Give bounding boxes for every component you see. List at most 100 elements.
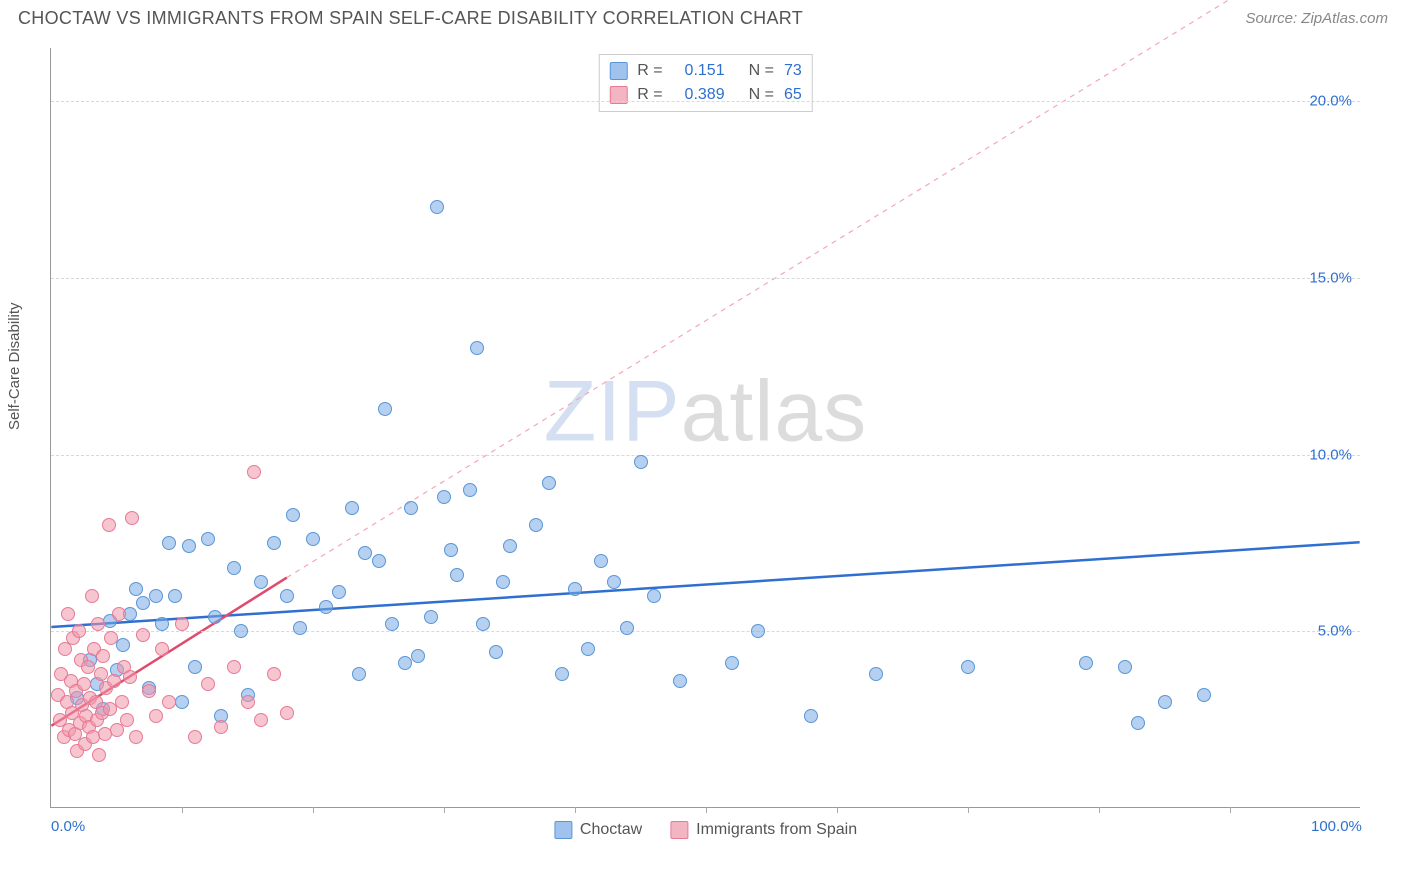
data-point xyxy=(620,621,634,635)
x-tick-label: 100.0% xyxy=(1311,818,1362,835)
data-point xyxy=(725,656,739,670)
data-point xyxy=(175,617,189,631)
data-point xyxy=(254,575,268,589)
data-point xyxy=(129,730,143,744)
watermark: ZIPatlas xyxy=(544,363,867,462)
data-point xyxy=(112,607,126,621)
data-point xyxy=(214,720,228,734)
data-point xyxy=(372,554,386,568)
x-minor-tick xyxy=(313,807,314,813)
data-point xyxy=(345,501,359,515)
legend-label: Choctaw xyxy=(580,821,642,839)
data-point xyxy=(91,617,105,631)
data-point xyxy=(1158,695,1172,709)
n-label: N = xyxy=(749,59,774,83)
correlation-legend: R = 0.151 N = 73R = 0.389 N = 65 xyxy=(598,54,812,112)
r-label: R = xyxy=(637,59,662,83)
legend-swatch xyxy=(670,821,688,839)
data-point xyxy=(607,575,621,589)
r-value: 0.151 xyxy=(673,59,725,83)
data-point xyxy=(123,670,137,684)
data-point xyxy=(352,667,366,681)
x-minor-tick xyxy=(1099,807,1100,813)
data-point xyxy=(96,649,110,663)
r-value: 0.389 xyxy=(673,83,725,107)
data-point xyxy=(496,575,510,589)
data-point xyxy=(594,554,608,568)
data-point xyxy=(751,624,765,638)
data-point xyxy=(476,617,490,631)
series-legend: Choctaw Immigrants from Spain xyxy=(554,821,857,839)
data-point xyxy=(437,490,451,504)
x-minor-tick xyxy=(182,807,183,813)
data-point xyxy=(450,568,464,582)
data-point xyxy=(254,713,268,727)
data-point xyxy=(804,709,818,723)
data-point xyxy=(107,674,121,688)
data-point xyxy=(358,546,372,560)
data-point xyxy=(430,200,444,214)
data-point xyxy=(155,617,169,631)
legend-row: R = 0.151 N = 73 xyxy=(609,59,801,83)
data-point xyxy=(208,610,222,624)
legend-item: Immigrants from Spain xyxy=(670,821,857,839)
data-point xyxy=(411,649,425,663)
data-point xyxy=(162,695,176,709)
data-point xyxy=(201,532,215,546)
data-point xyxy=(286,508,300,522)
data-point xyxy=(267,667,281,681)
data-point xyxy=(136,628,150,642)
x-minor-tick xyxy=(575,807,576,813)
data-point xyxy=(332,585,346,599)
x-minor-tick xyxy=(968,807,969,813)
n-label: N = xyxy=(749,83,774,107)
data-point xyxy=(306,532,320,546)
gridline xyxy=(51,455,1360,456)
n-value: 73 xyxy=(784,59,802,83)
data-point xyxy=(201,677,215,691)
scatter-chart: ZIPatlas R =0.151N =73R =0.389N =65 Choc… xyxy=(50,48,1360,808)
legend-swatch xyxy=(554,821,572,839)
watermark-atlas: atlas xyxy=(681,364,868,460)
data-point xyxy=(378,402,392,416)
n-value: 65 xyxy=(784,83,802,107)
y-tick-label: 5.0% xyxy=(1318,623,1352,640)
data-point xyxy=(227,561,241,575)
y-tick-label: 20.0% xyxy=(1309,93,1352,110)
data-point xyxy=(110,723,124,737)
data-point xyxy=(470,341,484,355)
data-point xyxy=(247,465,261,479)
data-point xyxy=(319,600,333,614)
data-point xyxy=(463,483,477,497)
data-point xyxy=(142,684,156,698)
data-point xyxy=(85,589,99,603)
data-point xyxy=(673,674,687,688)
data-point xyxy=(102,518,116,532)
data-point xyxy=(241,695,255,709)
data-point xyxy=(168,589,182,603)
data-point xyxy=(555,667,569,681)
data-point xyxy=(529,518,543,532)
x-tick-label: 0.0% xyxy=(51,818,85,835)
y-tick-label: 10.0% xyxy=(1309,446,1352,463)
data-point xyxy=(94,667,108,681)
data-point xyxy=(444,543,458,557)
data-point xyxy=(385,617,399,631)
data-point xyxy=(188,730,202,744)
data-point xyxy=(542,476,556,490)
data-point xyxy=(293,621,307,635)
data-point xyxy=(1131,716,1145,730)
x-minor-tick xyxy=(706,807,707,813)
legend-swatch xyxy=(609,62,627,80)
data-point xyxy=(489,645,503,659)
data-point xyxy=(280,706,294,720)
data-point xyxy=(182,539,196,553)
legend-item: Choctaw xyxy=(554,821,642,839)
legend-row: R =0.389N =65 xyxy=(609,83,801,107)
data-point xyxy=(267,536,281,550)
data-point xyxy=(227,660,241,674)
x-minor-tick xyxy=(1230,807,1231,813)
data-point xyxy=(1197,688,1211,702)
data-point xyxy=(125,511,139,525)
chart-title: CHOCTAW VS IMMIGRANTS FROM SPAIN SELF-CA… xyxy=(18,8,803,29)
